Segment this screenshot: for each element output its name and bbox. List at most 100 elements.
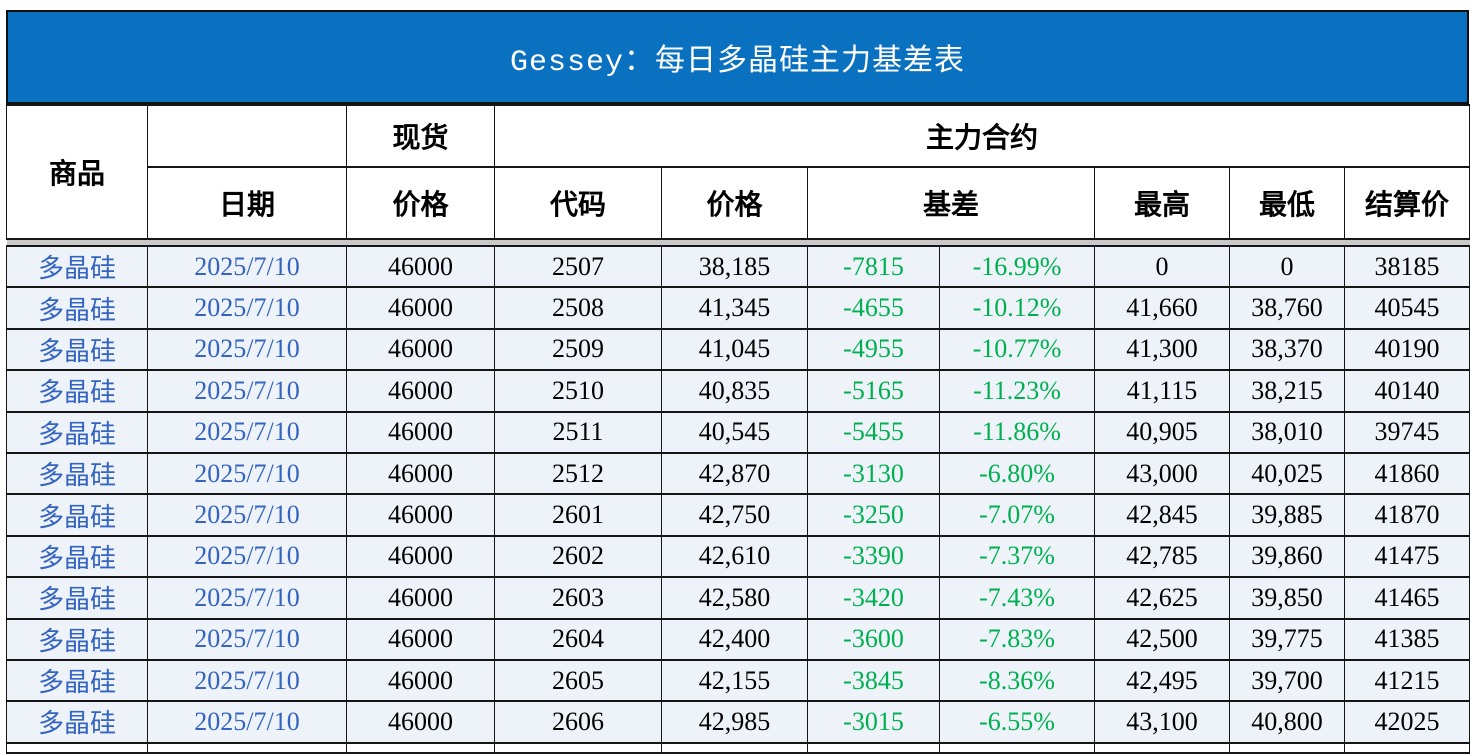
basis-sheet: Gessey：每日多晶硅主力基差表 商品 现货 主力合约 日期 价格 代码 价格… [6, 10, 1471, 754]
price-cell: 41,345 [661, 286, 808, 330]
basis-cell: -5165 [807, 369, 940, 413]
table-row: 多晶硅 2025/7/10 46000 2605 42,155 -3845 -8… [6, 658, 1471, 703]
partial-cell [147, 741, 347, 754]
header-divider [6, 238, 1470, 247]
high-cell: 42,785 [1094, 534, 1230, 579]
date-cell: 2025/7/10 [147, 451, 347, 496]
spot-price-cell: 46000 [346, 617, 495, 661]
settle-cell: 42025 [1343, 700, 1471, 744]
commodity-cell: 多晶硅 [6, 410, 148, 454]
code-cell: 2604 [494, 617, 662, 661]
spot-price-cell: 46000 [346, 286, 495, 330]
commodity-cell: 多晶硅 [6, 451, 148, 496]
spot-price-cell: 46000 [346, 493, 495, 537]
commodity-cell: 多晶硅 [6, 493, 148, 537]
high-cell: 43,100 [1094, 700, 1230, 744]
commodity-cell: 多晶硅 [6, 576, 148, 620]
settle-cell: 39745 [1343, 410, 1471, 454]
code-cell: 2509 [494, 327, 662, 372]
commodity-cell: 多晶硅 [6, 700, 148, 744]
basis-pct-cell: -16.99% [939, 244, 1095, 289]
date-cell: 2025/7/10 [147, 327, 347, 372]
spot-price-cell: 46000 [346, 576, 495, 620]
spot-price-cell: 46000 [346, 369, 495, 413]
price-cell: 40,835 [661, 369, 808, 413]
date-cell: 2025/7/10 [147, 244, 347, 289]
spot-price-cell: 46000 [346, 244, 495, 289]
price-cell: 41,045 [661, 327, 808, 372]
header-low: 最低 [1229, 166, 1345, 240]
basis-pct-cell: -6.55% [939, 700, 1095, 744]
date-cell: 2025/7/10 [147, 700, 347, 744]
basis-pct-cell: -7.83% [939, 617, 1095, 661]
basis-cell: -3845 [807, 658, 940, 703]
basis-pct-cell: -11.23% [939, 369, 1095, 413]
header-main-contract-group: 主力合约 [493, 104, 1471, 168]
low-cell: 0 [1229, 244, 1345, 289]
partial-cell [939, 741, 1095, 754]
code-cell: 2511 [494, 410, 662, 454]
date-cell: 2025/7/10 [147, 493, 347, 537]
partial-cell [807, 741, 940, 754]
basis-pct-cell: -8.36% [939, 658, 1095, 703]
high-cell: 42,500 [1094, 617, 1230, 661]
header-spot-price: 价格 [346, 166, 495, 240]
high-cell: 42,495 [1094, 658, 1230, 703]
spot-price-cell: 46000 [346, 534, 495, 579]
table-row: 多晶硅 2025/7/10 46000 2507 38,185 -7815 -1… [6, 244, 1471, 289]
low-cell: 39,700 [1229, 658, 1345, 703]
high-cell: 41,660 [1094, 286, 1230, 330]
table-row: 多晶硅 2025/7/10 46000 2509 41,045 -4955 -1… [6, 327, 1471, 372]
code-cell: 2602 [494, 534, 662, 579]
table-row: 多晶硅 2025/7/10 46000 2602 42,610 -3390 -7… [6, 534, 1471, 579]
code-cell: 2507 [494, 244, 662, 289]
high-cell: 42,845 [1094, 493, 1230, 537]
spot-price-cell: 46000 [346, 410, 495, 454]
basis-table: 商品 现货 主力合约 日期 价格 代码 价格 基差 最高 最低 结算价 多晶硅 [6, 104, 1471, 754]
code-cell: 2603 [494, 576, 662, 620]
settle-cell: 41860 [1343, 451, 1471, 496]
low-cell: 40,025 [1229, 451, 1345, 496]
table-row: 多晶硅 2025/7/10 46000 2512 42,870 -3130 -6… [6, 451, 1471, 496]
settle-cell: 41870 [1343, 493, 1471, 537]
table-title: Gessey：每日多晶硅主力基差表 [509, 45, 966, 80]
price-cell: 38,185 [661, 244, 808, 289]
date-cell: 2025/7/10 [147, 534, 347, 579]
basis-cell: -3390 [807, 534, 940, 579]
price-cell: 42,870 [661, 451, 808, 496]
commodity-cell: 多晶硅 [6, 369, 148, 413]
settle-cell: 40190 [1343, 327, 1471, 372]
basis-cell: -3015 [807, 700, 940, 744]
commodity-cell: 多晶硅 [6, 327, 148, 372]
commodity-cell: 多晶硅 [6, 534, 148, 579]
spot-price-cell: 46000 [346, 451, 495, 496]
price-cell: 42,580 [661, 576, 808, 620]
basis-pct-cell: -7.43% [939, 576, 1095, 620]
price-cell: 40,545 [661, 410, 808, 454]
header-code: 代码 [494, 166, 662, 240]
partial-cell [346, 741, 495, 754]
table-row: 多晶硅 2025/7/10 46000 2510 40,835 -5165 -1… [6, 369, 1471, 413]
low-cell: 38,760 [1229, 286, 1345, 330]
table-body: 多晶硅 2025/7/10 46000 2507 38,185 -7815 -1… [6, 244, 1471, 754]
basis-cell: -3420 [807, 576, 940, 620]
settle-cell: 41475 [1343, 534, 1471, 579]
settle-cell: 40140 [1343, 369, 1471, 413]
settle-cell: 40545 [1343, 286, 1471, 330]
basis-cell: -3600 [807, 617, 940, 661]
low-cell: 38,370 [1229, 327, 1345, 372]
settle-cell: 41385 [1343, 617, 1471, 661]
partial-cell [6, 741, 148, 754]
price-cell: 42,985 [661, 700, 808, 744]
commodity-cell: 多晶硅 [6, 286, 148, 330]
basis-cell: -3250 [807, 493, 940, 537]
table-row: 多晶硅 2025/7/10 46000 2601 42,750 -3250 -7… [6, 493, 1471, 537]
code-cell: 2512 [494, 451, 662, 496]
low-cell: 39,775 [1229, 617, 1345, 661]
header-price: 价格 [661, 166, 808, 240]
header-empty-cell [147, 104, 347, 168]
basis-cell: -4955 [807, 327, 940, 372]
date-cell: 2025/7/10 [147, 576, 347, 620]
header-high: 最高 [1094, 166, 1230, 240]
code-cell: 2605 [494, 658, 662, 703]
